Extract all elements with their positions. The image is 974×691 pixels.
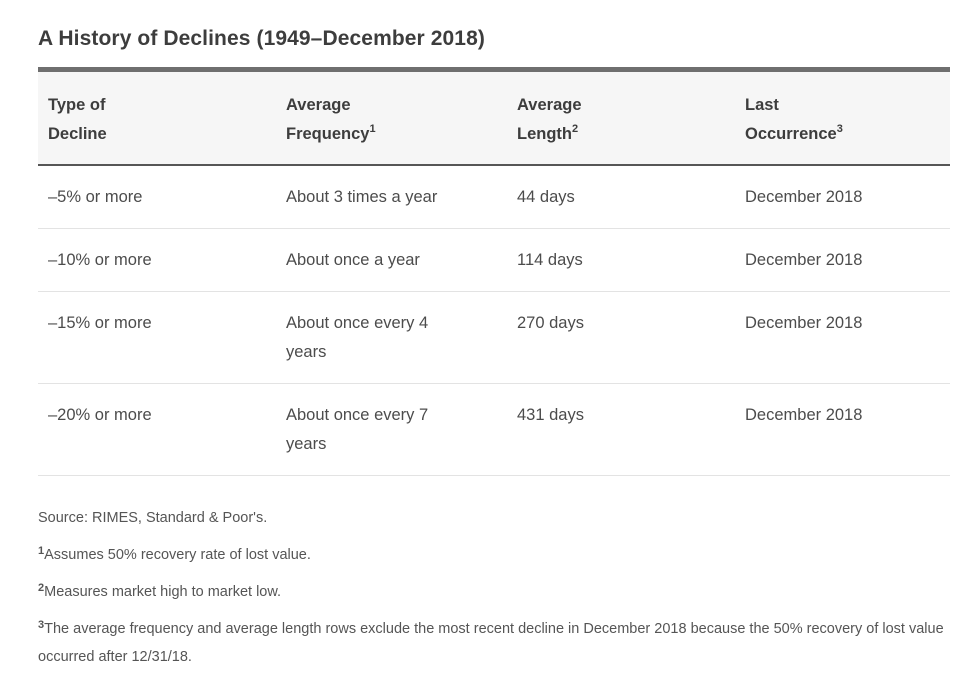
- source-note: Source: RIMES, Standard & Poor's.: [38, 510, 268, 526]
- footnote-text: Assumes 50% recovery rate of lost value.: [44, 547, 311, 563]
- footnote-superscript: 2: [38, 582, 45, 594]
- column-header-line2: Occurrence: [745, 125, 837, 143]
- column-header-superscript: 3: [836, 123, 843, 135]
- table-row: –20% or more About once every 7 years 43…: [38, 383, 950, 476]
- column-header-line2: Frequency: [286, 125, 370, 143]
- cell-average-frequency: About once every 7 years: [276, 383, 507, 476]
- cell-last-occurrence: December 2018: [735, 291, 950, 384]
- footnote-superscript: 1: [38, 545, 45, 557]
- column-header-last-occurrence: Last Occurrence3: [735, 69, 950, 166]
- footnote-text: The average frequency and average length…: [38, 621, 944, 665]
- cell-type-of-decline: –20% or more: [38, 383, 276, 476]
- column-header-average-frequency: Average Frequency1: [276, 69, 507, 166]
- column-header-line2-wrap: Length2: [517, 120, 725, 149]
- footnote-2: 2Measures market high to market low.: [38, 578, 950, 606]
- cell-average-length: 431 days: [507, 383, 735, 476]
- column-header-type-of-decline: Type of Decline: [38, 69, 276, 166]
- column-header-line1: Last: [745, 96, 779, 114]
- footnote-text: Measures market high to market low.: [44, 584, 282, 600]
- column-header-superscript: 2: [572, 123, 579, 135]
- table-header-row: Type of Decline Average Frequency1 Avera…: [38, 69, 950, 166]
- page: A History of Declines (1949–December 201…: [38, 27, 950, 671]
- column-header-line2-wrap: Decline: [48, 120, 266, 149]
- column-header-average-length: Average Length2: [507, 69, 735, 166]
- column-header-line2: Decline: [48, 125, 107, 143]
- cell-average-frequency: About 3 times a year: [276, 165, 507, 229]
- cell-average-length: 44 days: [507, 165, 735, 229]
- table-row: –10% or more About once a year 114 days …: [38, 228, 950, 292]
- table-row: –15% or more About once every 4 years 27…: [38, 291, 950, 384]
- footnotes: Source: RIMES, Standard & Poor's. 1Assum…: [38, 504, 950, 671]
- table-row: –5% or more About 3 times a year 44 days…: [38, 165, 950, 229]
- footnote-1: 1Assumes 50% recovery rate of lost value…: [38, 541, 950, 569]
- table-header: Type of Decline Average Frequency1 Avera…: [38, 69, 950, 166]
- cell-average-frequency: About once a year: [276, 228, 507, 292]
- cell-last-occurrence: December 2018: [735, 228, 950, 292]
- column-header-line2-wrap: Frequency1: [286, 120, 497, 149]
- cell-type-of-decline: –10% or more: [38, 228, 276, 292]
- column-header-line2-wrap: Occurrence3: [745, 120, 940, 149]
- column-header-line1: Average: [286, 96, 351, 114]
- footnote-3: 3The average frequency and average lengt…: [38, 615, 950, 671]
- page-title: A History of Declines (1949–December 201…: [38, 27, 485, 50]
- cell-average-length: 270 days: [507, 291, 735, 384]
- column-header-line1: Average: [517, 96, 582, 114]
- cell-average-length: 114 days: [507, 228, 735, 292]
- column-header-line2: Length: [517, 125, 572, 143]
- cell-type-of-decline: –5% or more: [38, 165, 276, 229]
- declines-table: Type of Decline Average Frequency1 Avera…: [38, 67, 950, 476]
- cell-average-frequency: About once every 4 years: [276, 291, 507, 384]
- column-header-line1: Type of: [48, 96, 106, 114]
- cell-last-occurrence: December 2018: [735, 165, 950, 229]
- cell-last-occurrence: December 2018: [735, 383, 950, 476]
- column-header-superscript: 1: [369, 123, 376, 135]
- footnote-superscript: 3: [38, 619, 45, 631]
- cell-type-of-decline: –15% or more: [38, 291, 276, 384]
- table-body: –5% or more About 3 times a year 44 days…: [38, 165, 950, 476]
